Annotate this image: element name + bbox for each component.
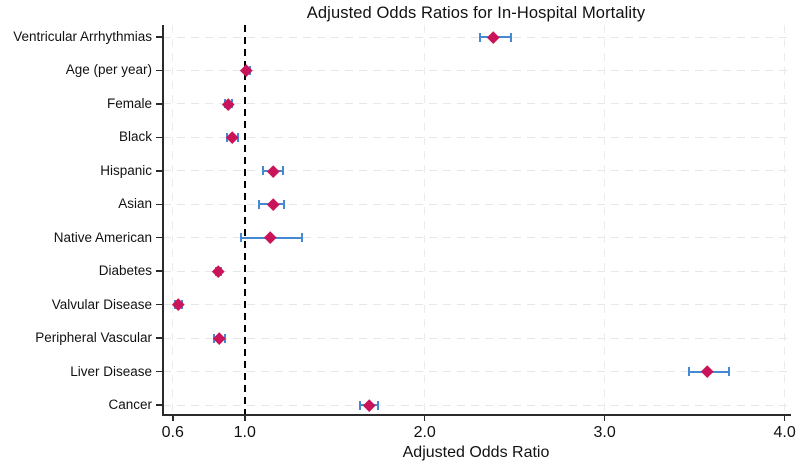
category-label: Asian xyxy=(118,196,152,212)
ci-cap-left xyxy=(358,400,361,410)
x-axis-tick xyxy=(783,415,786,421)
category-label: Ventricular Arrhythmias xyxy=(13,29,152,44)
or-marker-diamond xyxy=(701,365,714,378)
category-label: Age (per year) xyxy=(65,62,152,78)
y-axis-tick xyxy=(156,270,162,272)
category-label: Peripheral Vascular xyxy=(35,330,152,346)
category-label: Female xyxy=(106,95,152,111)
y-axis xyxy=(162,25,164,415)
x-axis-tick xyxy=(423,415,426,421)
category-label: Liver Disease xyxy=(70,363,152,379)
category-label: Hispanic xyxy=(100,162,152,178)
grid-line-horizontal xyxy=(163,371,790,373)
grid-line-vertical xyxy=(604,25,606,415)
or-marker-diamond xyxy=(263,231,276,244)
y-axis-tick xyxy=(156,404,162,406)
category-label: Native American xyxy=(53,229,152,245)
grid-line-vertical xyxy=(172,25,174,415)
grid-line-horizontal xyxy=(163,337,790,339)
chart-title: Adjusted Odds Ratios for In-Hospital Mor… xyxy=(306,4,646,22)
y-axis-tick xyxy=(156,236,162,239)
grid-line-horizontal xyxy=(163,69,790,71)
y-axis-tick xyxy=(156,36,162,38)
ci-cap-left xyxy=(258,199,261,209)
x-tick-label: 2.0 xyxy=(413,424,436,441)
ci-cap-left xyxy=(240,233,243,243)
ci-cap-left xyxy=(479,32,482,42)
y-axis-tick xyxy=(156,370,162,373)
grid-line-horizontal xyxy=(163,136,790,138)
grid-line-vertical xyxy=(784,25,786,415)
y-axis-tick xyxy=(156,69,162,72)
or-marker-diamond xyxy=(487,30,500,44)
category-label: Diabetes xyxy=(98,263,152,279)
category-label: Cancer xyxy=(108,397,152,412)
category-label: Valvular Disease xyxy=(51,296,152,312)
ci-cap-left xyxy=(261,166,264,176)
y-axis-tick xyxy=(156,303,162,306)
ci-cap-left xyxy=(688,367,691,377)
ci-cap-right xyxy=(510,32,513,42)
grid-line-horizontal xyxy=(163,103,790,105)
grid-line-horizontal xyxy=(163,203,790,205)
x-axis-tick xyxy=(172,415,174,421)
x-axis-tick xyxy=(603,415,606,421)
grid-line-horizontal xyxy=(163,36,790,38)
x-tick-label: 1.0 xyxy=(233,424,256,441)
or-marker-diamond xyxy=(267,164,280,177)
x-tick-label: 3.0 xyxy=(593,424,616,441)
x-axis-tick xyxy=(244,415,246,421)
grid-line-horizontal xyxy=(163,270,790,272)
ci-cap-right xyxy=(283,199,286,209)
y-axis-tick xyxy=(156,203,162,206)
x-tick-label: 4.0 xyxy=(773,424,796,441)
ci-cap-right xyxy=(281,166,284,176)
grid-line-horizontal xyxy=(163,170,790,172)
grid-line-horizontal xyxy=(163,237,790,239)
ci-cap-right xyxy=(301,233,304,243)
y-axis-tick xyxy=(156,337,162,339)
grid-line-horizontal xyxy=(163,404,790,406)
y-axis-tick xyxy=(156,136,162,139)
ci-cap-right xyxy=(376,400,379,410)
y-axis-tick xyxy=(156,103,162,105)
y-axis-tick xyxy=(156,170,162,172)
grid-line-horizontal xyxy=(163,304,790,306)
category-label: Black xyxy=(118,129,152,145)
x-axis-label: Adjusted Odds Ratio xyxy=(402,444,550,461)
reference-line xyxy=(243,25,246,415)
or-marker-diamond xyxy=(267,198,280,211)
or-marker-diamond xyxy=(362,398,375,412)
x-axis xyxy=(162,414,791,416)
grid-line-vertical xyxy=(424,25,426,415)
x-tick-label: 0.6 xyxy=(161,424,184,441)
ci-cap-right xyxy=(727,367,730,377)
